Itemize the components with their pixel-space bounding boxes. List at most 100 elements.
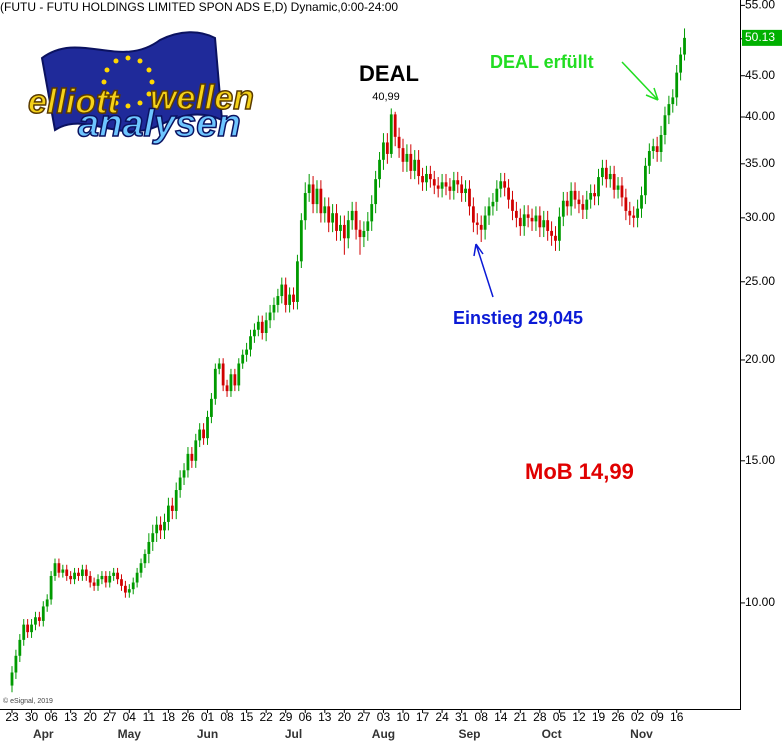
x-tick-label: 18 [162,710,176,724]
annotation: Einstieg 29,045 [453,308,583,328]
x-tick-label: 26 [181,710,195,724]
candle-body [612,173,616,190]
candle-body [401,148,405,162]
candle-body [530,217,534,222]
candle-body [88,575,92,583]
y-tick-label: 35.00 [745,156,775,170]
candle-body [272,304,276,313]
x-tick-label: 29 [279,710,293,724]
candle-body [382,142,385,160]
month-label: Sep [458,727,480,741]
x-tick-label: 01 [201,710,215,724]
candle-body [303,193,307,221]
y-tick-label: 30.00 [745,210,775,224]
candle-body [323,206,327,214]
annotation: 40,99 [372,91,400,103]
x-tick-label: 16 [670,710,684,724]
candle-body [182,470,186,478]
candle-body [432,179,436,186]
candle-body [593,193,596,197]
candle-body [616,185,620,190]
candle-body [116,572,119,580]
x-tick-label: 28 [533,710,547,724]
candle-body [253,329,256,337]
candle-body [276,296,280,305]
candle-body [315,188,319,205]
candle-body [84,569,88,576]
candle-body [256,321,260,330]
candle-body [444,182,448,187]
candle-body [96,579,100,586]
candle-body [264,320,268,333]
candle-body [518,217,522,227]
candle-body [569,190,573,207]
candle-body [460,184,464,194]
candle-body [448,186,452,191]
candle-body [127,589,131,593]
candle-body [471,206,475,223]
candle-body [213,368,217,399]
candle-body [456,180,460,185]
candle-body [350,210,354,221]
y-tick-label: 55.00 [745,0,775,12]
y-tick-label: 25.00 [745,274,775,288]
candle-body [288,294,292,305]
candle-body [577,199,581,205]
candle-body [14,655,18,673]
candle-body [522,214,526,227]
candle-body [389,114,393,154]
candle-body [77,572,80,576]
candle-body [475,222,479,225]
candle-body [225,385,229,392]
x-tick-label: 09 [650,710,664,724]
candle-body [667,104,671,116]
candle-body [436,185,440,189]
candle-body [550,230,553,236]
x-tick-label: 05 [553,710,567,724]
candle-body [37,617,41,621]
candle-body [558,216,561,241]
candle-body [374,179,378,205]
x-tick-label: 26 [611,710,625,724]
x-tick-label: 03 [377,710,391,724]
x-tick-label: 11 [143,710,156,724]
x-tick-label: 27 [357,710,371,724]
candle-body [507,187,510,200]
candle-body [561,200,565,217]
candle-body [178,477,182,491]
x-tick-label: 27 [103,710,117,724]
candle-body [385,142,389,154]
candle-body [186,453,190,471]
x-tick-label: 14 [494,710,508,724]
logo-flag [40,31,224,133]
candle-body [358,229,362,238]
candle-body [327,206,331,223]
month-label: May [118,727,142,741]
candle-body [159,524,162,531]
candle-body [601,167,604,178]
candle-body [217,363,221,369]
candle-body [346,220,350,239]
candle-body [233,374,237,386]
arrow [473,243,494,298]
candle-body [597,177,600,197]
logo-stars [101,55,155,109]
candle-body [604,167,608,180]
candle-body [237,363,241,386]
candle-body [675,72,679,98]
candle-body [534,215,538,222]
month-label: Jun [197,727,218,741]
candle-body [417,159,421,177]
x-tick-label: 31 [455,710,469,724]
candle-body [202,429,205,439]
arrow [621,61,659,101]
annotation: DEAL [359,61,419,86]
candle-body [112,572,116,576]
annotation: DEAL erfüllt [490,52,594,72]
candle-body [589,193,593,200]
x-tick-label: 30 [25,710,39,724]
candle-body [280,284,284,297]
candle-body [229,374,233,392]
